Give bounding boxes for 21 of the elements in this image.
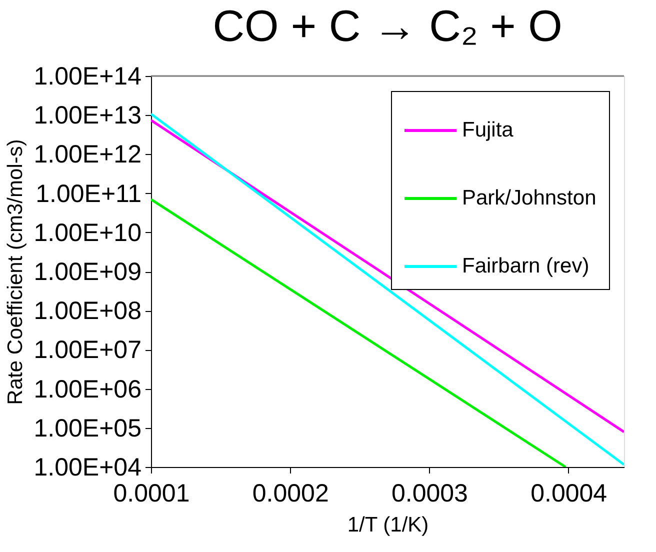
y-tick-label: 1.00E+08 <box>34 297 142 326</box>
y-tick-label: 1.00E+07 <box>34 336 142 364</box>
y-tick-label: 1.00E+11 <box>36 180 142 208</box>
chart-title: CO + C → C₂ + O <box>212 2 562 51</box>
x-axis-title: 1/T (1/K) <box>347 514 429 536</box>
y-tick-label: 1.00E+04 <box>34 454 142 482</box>
y-tick-label: 1.00E+09 <box>34 258 142 286</box>
y-tick-label: 1.00E+12 <box>34 140 142 169</box>
x-tick-label: 0.0002 <box>252 480 329 508</box>
legend-label: Fujita <box>462 118 514 142</box>
y-tick-label: 1.00E+06 <box>34 375 142 404</box>
y-tick-label: 1.00E+14 <box>34 62 142 90</box>
x-tick-label: 0.0003 <box>392 480 468 508</box>
y-axis-title: Rate Coefficient (cm3/mol-s) <box>4 139 27 405</box>
y-tick-label: 1.00E+10 <box>34 218 142 247</box>
x-tick-label: 0.0004 <box>530 480 608 508</box>
legend-label: Park/Johnston <box>462 186 596 210</box>
x-tick-label: 0.0001 <box>113 480 190 508</box>
y-tick-label: 1.00E+05 <box>34 414 142 442</box>
y-tick-label: 1.00E+13 <box>34 102 142 130</box>
legend-label: Fairbarn (rev) <box>462 254 590 278</box>
